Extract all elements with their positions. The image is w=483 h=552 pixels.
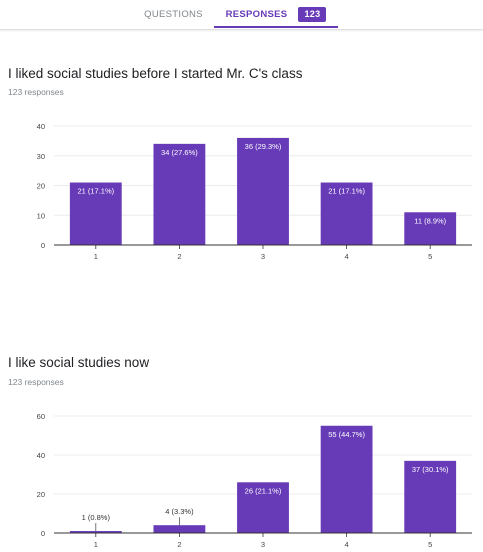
question-response-count: 123 responses [8, 87, 64, 97]
y-tick-label: 20 [37, 490, 45, 499]
tab-questions[interactable]: QUESTIONS [120, 0, 227, 29]
question-response-count: 123 responses [8, 377, 64, 387]
bar-value-label: 55 (44.7%) [328, 430, 365, 439]
x-tick-label: 5 [428, 540, 432, 549]
bar[interactable] [404, 212, 457, 245]
bar[interactable] [404, 460, 457, 533]
question-title: I liked social studies before I started … [8, 66, 303, 81]
bar-chart: 0 10 20 30 40 21 (17.1%) 1 34 (27.6%) 2 36 (29.3%… [0, 114, 483, 264]
bar[interactable] [320, 425, 373, 533]
bar-value-label: 21 (17.1%) [77, 187, 114, 196]
y-tick-label: 40 [37, 122, 45, 131]
y-tick-label: 0 [41, 529, 45, 538]
bar-chart-svg: 0 10 20 30 40 21 (17.1%) 1 34 (27.6%) 2 36 (29.3%… [37, 122, 472, 261]
bar[interactable] [153, 525, 206, 533]
x-tick-label: 1 [94, 252, 98, 261]
bar[interactable] [69, 182, 122, 245]
x-tick-label: 1 [94, 540, 98, 549]
y-tick-label: 0 [41, 241, 45, 250]
responses-count-badge: 123 [298, 7, 327, 22]
x-tick-label: 4 [345, 540, 349, 549]
x-tick-label: 2 [177, 540, 181, 549]
bar-value-label: 1 (0.8%) [82, 513, 111, 522]
y-tick-label: 60 [37, 412, 45, 421]
tab-bar: QUESTIONS RESPONSES 123 [0, 0, 483, 30]
y-tick-label: 10 [37, 211, 45, 220]
x-tick-label: 3 [261, 252, 265, 261]
question-title: I like social studies now [8, 355, 150, 370]
x-tick-label: 2 [177, 252, 181, 261]
bar[interactable] [320, 182, 373, 245]
tab-responses-label: RESPONSES [225, 9, 288, 20]
x-tick-label: 4 [345, 252, 349, 261]
bar[interactable] [153, 143, 206, 245]
bar-value-label: 36 (29.3%) [245, 142, 282, 151]
active-tab-indicator [214, 26, 338, 28]
y-tick-label: 20 [37, 182, 45, 191]
question-card-2: I like social studies now 123 responses … [0, 352, 483, 552]
x-tick-label: 5 [428, 252, 432, 261]
bar-value-label: 26 (21.1%) [245, 486, 282, 495]
bar-value-label: 37 (30.1%) [412, 465, 449, 474]
bar[interactable] [237, 482, 289, 533]
bar-chart: 0 20 40 60 1 (0.8%) 1 4 (3.3%) 2 26 (21.1%) 3 55 (… [0, 404, 483, 552]
bar[interactable] [69, 531, 122, 533]
bar-value-label: 21 (17.1%) [328, 187, 365, 196]
bar-value-label: 11 (8.9%) [414, 216, 446, 225]
question-card-1: I liked social studies before I started … [0, 62, 483, 272]
y-tick-label: 40 [37, 451, 45, 460]
bar-value-label: 34 (27.6%) [161, 148, 198, 157]
x-tick-label: 3 [261, 540, 265, 549]
tab-responses[interactable]: RESPONSES 123 [214, 0, 338, 29]
tab-questions-label: QUESTIONS [144, 9, 203, 20]
bar-value-label: 4 (3.3%) [165, 507, 194, 516]
bar-chart-svg: 0 20 40 60 1 (0.8%) 1 4 (3.3%) 2 26 (21.1%) 3 55 (… [37, 412, 472, 549]
bar[interactable] [237, 137, 289, 245]
y-tick-label: 30 [37, 152, 45, 161]
